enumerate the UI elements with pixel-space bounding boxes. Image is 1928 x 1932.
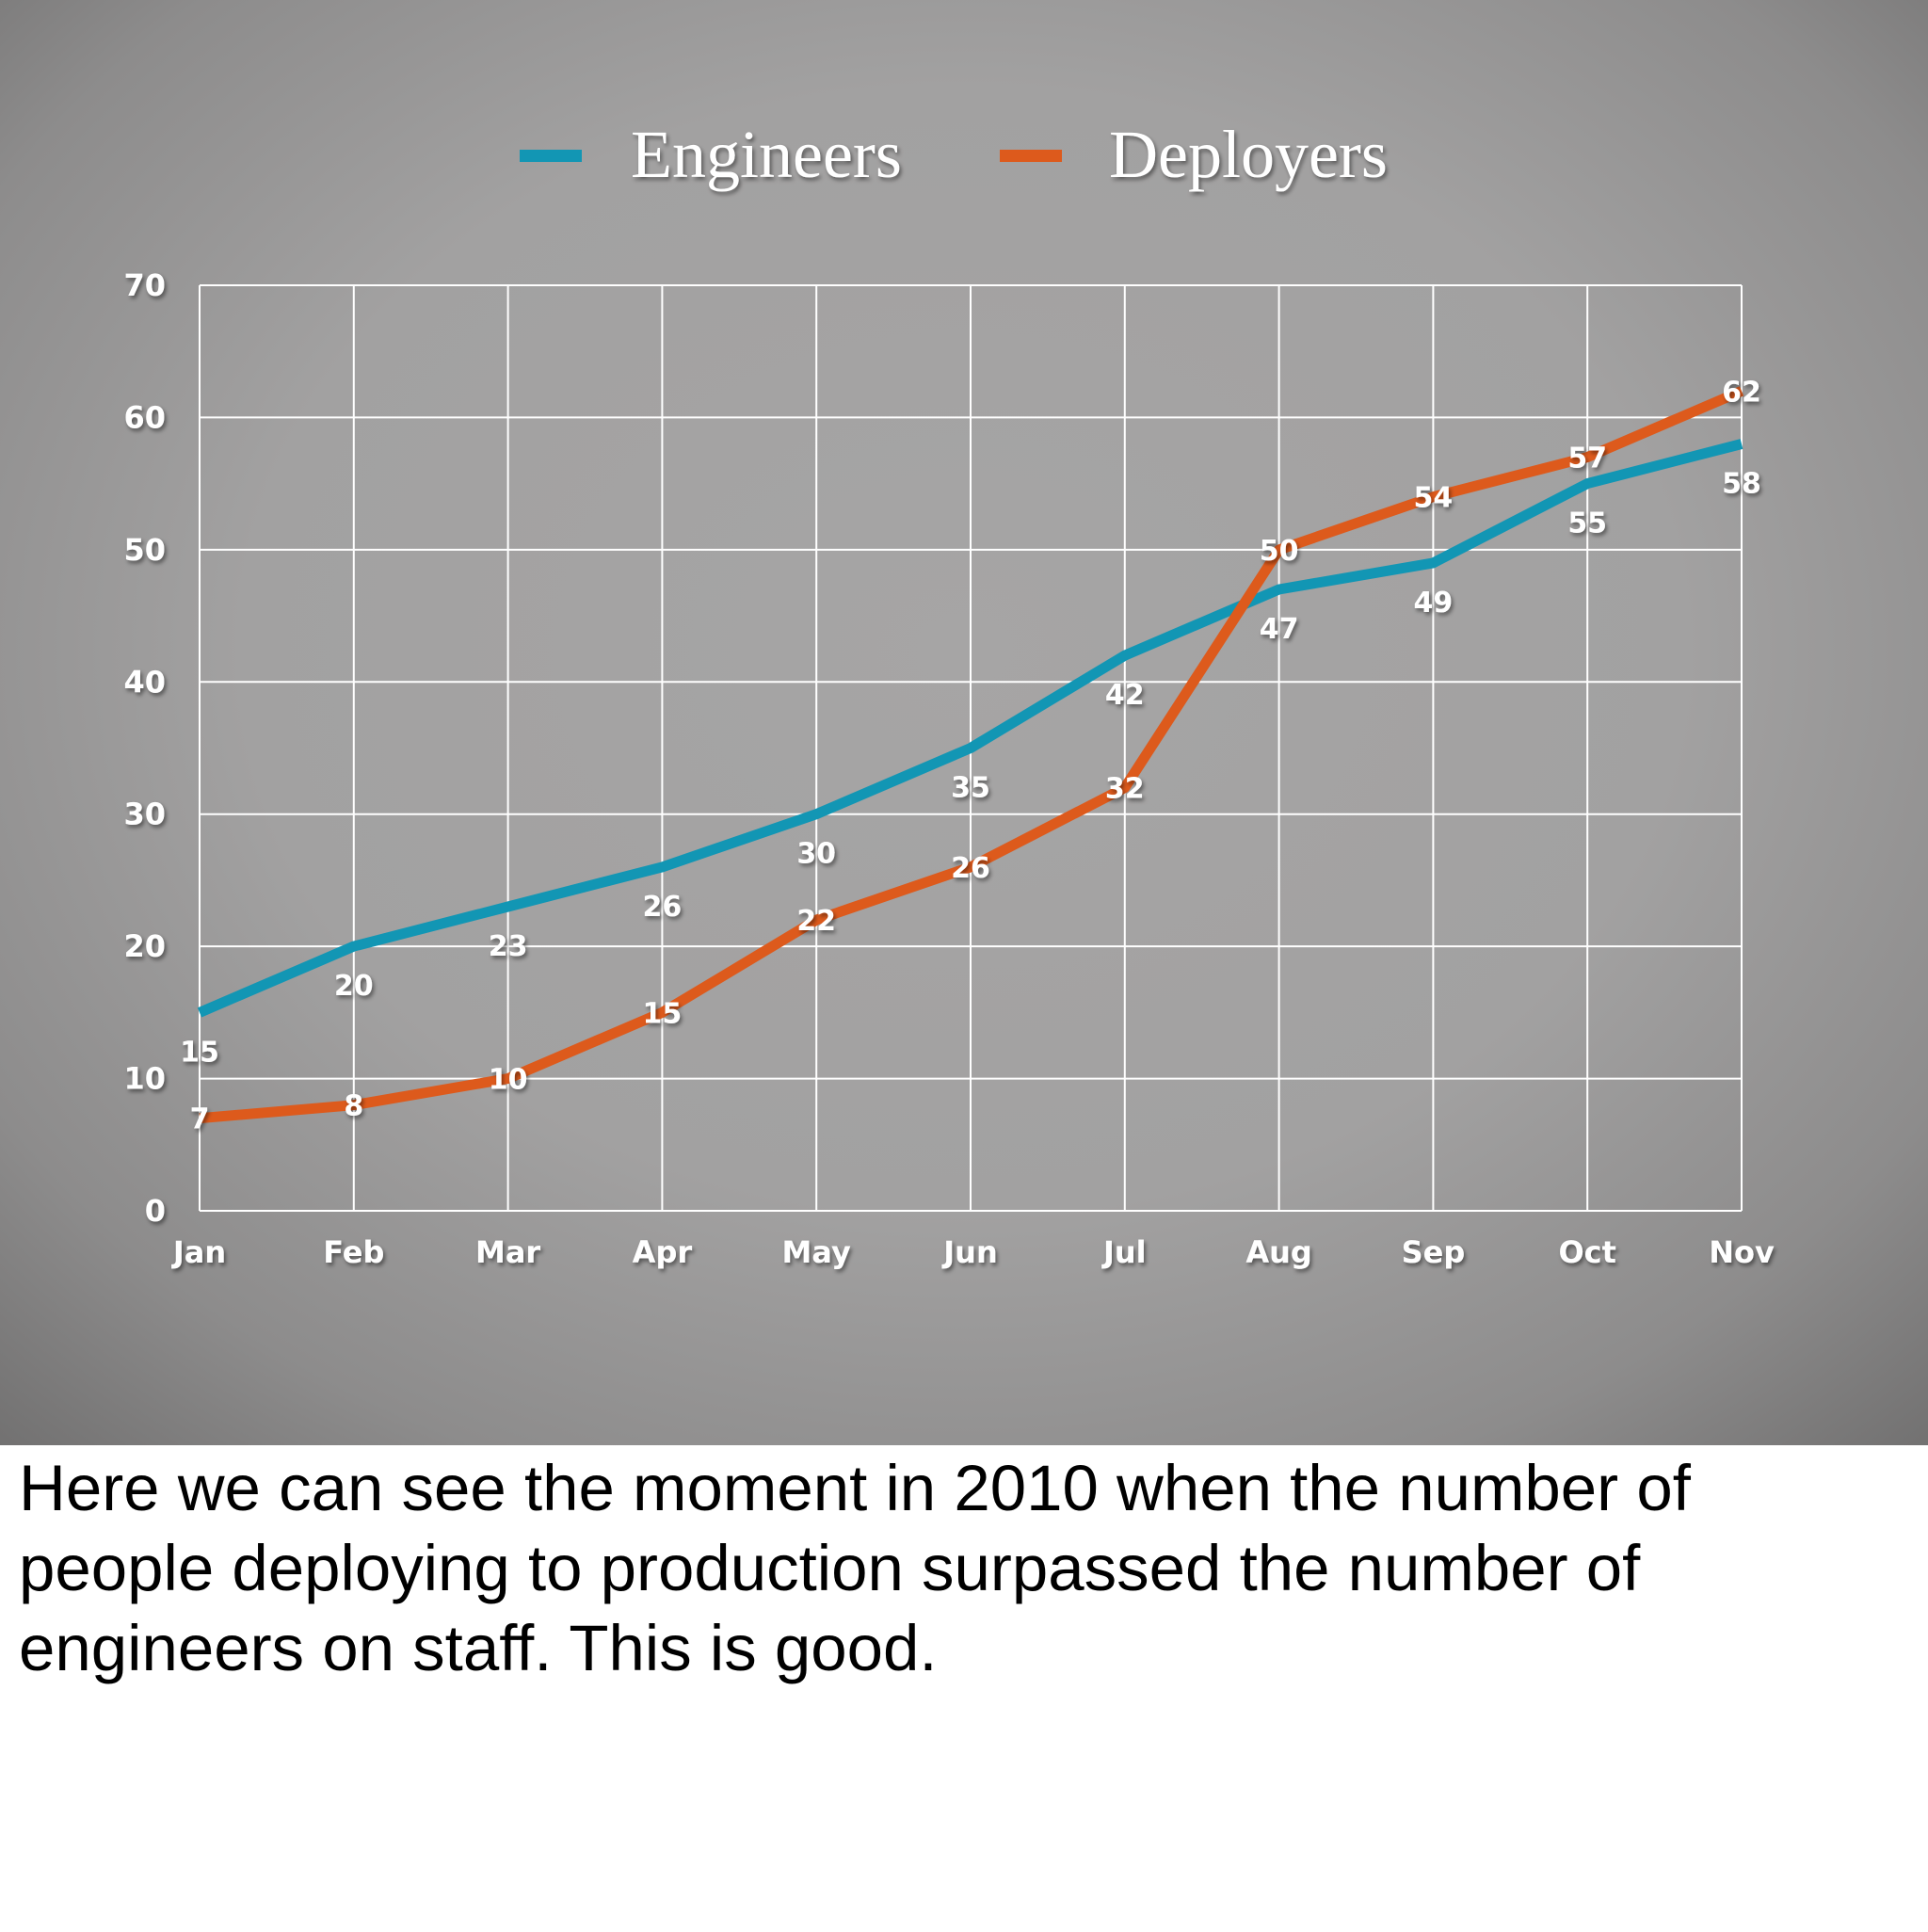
legend-label-engineers: Engineers: [631, 117, 902, 192]
y-tick-label: 40: [123, 664, 166, 700]
y-tick-label: 20: [123, 928, 166, 964]
x-tick-label-jul: Jul: [1101, 1234, 1147, 1270]
y-tick-label: 60: [123, 399, 166, 435]
data-label-engineers: 15: [180, 1036, 219, 1069]
x-tick-label-sep: Sep: [1402, 1234, 1466, 1270]
y-tick-label: 30: [123, 797, 166, 832]
data-label-deployers: 15: [643, 997, 683, 1030]
y-tick-label: 50: [123, 532, 166, 568]
data-label-engineers: 55: [1567, 507, 1607, 540]
x-tick-label-oct: Oct: [1558, 1234, 1615, 1270]
x-axis: Jan Feb Mar Apr May Jun Jul Aug Sep Oct Nov: [171, 1234, 1775, 1270]
data-label-deployers: 26: [951, 852, 990, 885]
data-label-deployers: 50: [1260, 535, 1299, 568]
x-tick-label-jun: Jun: [941, 1234, 997, 1270]
data-label-deployers: 62: [1722, 376, 1761, 409]
x-tick-label-aug: Aug: [1245, 1234, 1311, 1270]
y-tick-label: 10: [123, 1061, 166, 1097]
data-label-engineers: 23: [489, 930, 528, 963]
data-label-deployers: 10: [489, 1064, 528, 1097]
legend-swatch-engineers: [520, 150, 582, 162]
data-label-engineers: 49: [1414, 587, 1454, 620]
legend-swatch-deployers: [1000, 150, 1062, 162]
data-label-engineers: 20: [334, 970, 374, 1003]
x-tick-label-nov: Nov: [1709, 1234, 1775, 1270]
slide-caption: Here we can see the moment in 2010 when …: [19, 1452, 1691, 1684]
data-label-deployers: 22: [796, 905, 836, 938]
data-label-deployers: 57: [1567, 443, 1607, 475]
slide-background: Engineers Deployers 0 10 20 30 40 50 60 70 Jan Fe…: [0, 0, 1928, 1445]
x-tick-label-mar: Mar: [475, 1234, 540, 1270]
data-label-engineers: 58: [1722, 468, 1761, 501]
series-line-engineers: [197, 439, 1743, 1018]
data-labels: 15 20 23 26 30 35 42 47 49 55 58 7 8 10 15 22 26 32 50 54 57…: [180, 376, 1761, 1135]
line-chart: Engineers Deployers 0 10 20 30 40 50 60 70 Jan Fe…: [123, 117, 1775, 1270]
data-label-engineers: 35: [951, 772, 990, 805]
y-axis: 0 10 20 30 40 50 60 70: [123, 267, 166, 1229]
data-label-engineers: 26: [643, 891, 683, 924]
chart-legend: Engineers Deployers: [520, 117, 1388, 192]
data-label-deployers: 32: [1105, 773, 1145, 806]
series-line-deployers: [199, 386, 1744, 1124]
series-lines: [197, 386, 1744, 1124]
x-tick-label-apr: Apr: [633, 1234, 693, 1270]
x-tick-label-feb: Feb: [323, 1234, 384, 1270]
y-tick-label: 0: [145, 1193, 166, 1229]
x-tick-label-may: May: [782, 1234, 851, 1270]
data-label-deployers: 7: [190, 1103, 210, 1136]
legend-label-deployers: Deployers: [1109, 117, 1388, 192]
y-tick-label: 70: [123, 267, 166, 303]
x-tick-label-jan: Jan: [171, 1234, 226, 1270]
data-label-engineers: 42: [1105, 679, 1145, 712]
data-label-engineers: 30: [796, 838, 836, 871]
data-label-deployers: 8: [344, 1090, 363, 1123]
data-label-deployers: 54: [1414, 482, 1454, 515]
data-label-engineers: 47: [1260, 613, 1299, 646]
